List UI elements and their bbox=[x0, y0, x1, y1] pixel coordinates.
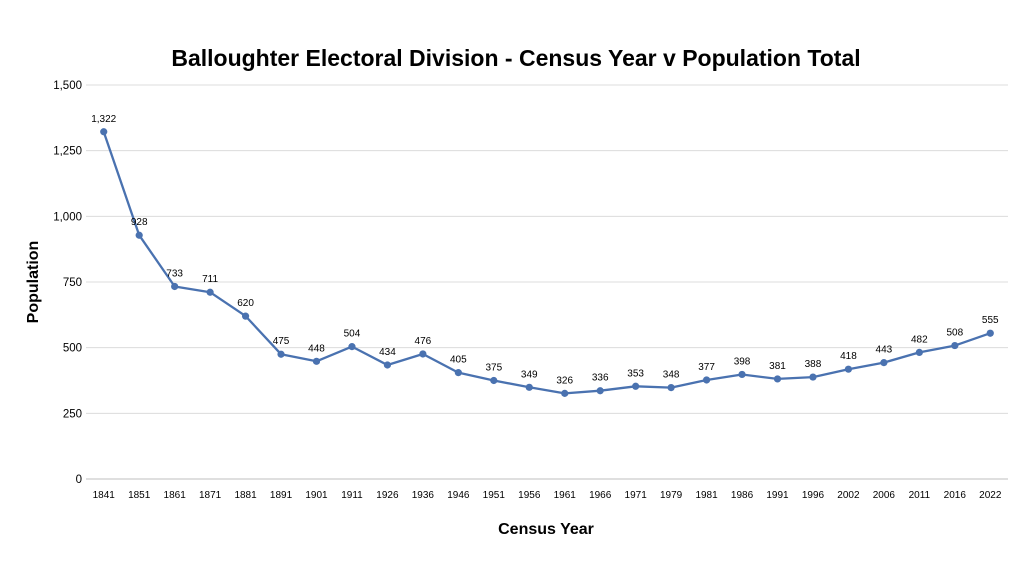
data-point bbox=[419, 350, 427, 358]
data-point bbox=[632, 382, 640, 390]
x-tick-label: 1871 bbox=[199, 490, 222, 501]
chart-title: Balloughter Electoral Division - Census … bbox=[171, 45, 860, 71]
data-label: 326 bbox=[556, 375, 573, 386]
data-point bbox=[383, 361, 392, 369]
data-point bbox=[171, 282, 179, 291]
data-point bbox=[206, 288, 214, 296]
y-axis-ticks: 0 250 500 750 1,000 1,250 1,500 bbox=[53, 80, 82, 486]
data-point bbox=[241, 312, 250, 320]
data-point bbox=[525, 383, 533, 391]
data-point bbox=[986, 329, 994, 337]
data-label: 711 bbox=[202, 274, 218, 285]
x-tick-label: 1891 bbox=[270, 490, 293, 501]
data-label: 375 bbox=[485, 363, 502, 374]
data-point bbox=[135, 231, 143, 239]
data-point bbox=[667, 383, 675, 392]
data-point bbox=[454, 369, 462, 377]
x-tick-label: 2011 bbox=[909, 490, 931, 501]
y-tick-label: 1,250 bbox=[53, 146, 82, 158]
data-label: 377 bbox=[698, 362, 715, 373]
x-tick-label: 1966 bbox=[589, 490, 612, 501]
data-labels: 1,322 928 733 711 620 475 448 504 434 476 405 375 34… bbox=[91, 114, 999, 387]
data-label: 448 bbox=[308, 343, 325, 354]
data-label: 476 bbox=[415, 336, 432, 347]
data-label: 348 bbox=[663, 370, 680, 381]
data-label: 418 bbox=[840, 351, 857, 362]
x-tick-label: 1946 bbox=[447, 490, 470, 501]
x-tick-label: 1841 bbox=[93, 490, 116, 501]
data-label: 620 bbox=[237, 298, 254, 309]
x-tick-label: 1851 bbox=[128, 490, 151, 501]
data-label: 504 bbox=[344, 329, 361, 340]
data-point bbox=[844, 365, 853, 373]
x-tick-label: 2016 bbox=[944, 490, 967, 501]
x-tick-label: 2022 bbox=[979, 490, 1002, 501]
x-tick-label: 1951 bbox=[483, 490, 506, 501]
x-tick-label: 1926 bbox=[376, 490, 399, 501]
x-tick-label: 1986 bbox=[731, 490, 754, 501]
data-point bbox=[490, 376, 498, 385]
data-label: 1,322 bbox=[91, 114, 116, 125]
x-tick-label: 1881 bbox=[234, 490, 257, 501]
data-label: 353 bbox=[627, 368, 644, 379]
x-tick-label: 1996 bbox=[802, 490, 825, 501]
x-tick-label: 2006 bbox=[873, 490, 896, 501]
data-point bbox=[880, 359, 888, 367]
x-tick-label: 1979 bbox=[660, 490, 683, 501]
y-axis-title: Population bbox=[25, 241, 42, 324]
data-label: 398 bbox=[734, 356, 751, 367]
y-tick-label: 1,500 bbox=[53, 80, 82, 92]
gridlines bbox=[86, 84, 1008, 414]
data-label: 388 bbox=[805, 359, 822, 370]
y-tick-label: 1,000 bbox=[53, 211, 82, 223]
data-point bbox=[348, 343, 356, 351]
data-point bbox=[738, 370, 746, 379]
x-tick-label: 1961 bbox=[554, 490, 577, 501]
data-label: 434 bbox=[379, 347, 396, 358]
x-axis-ticks: 1841 1851 1861 1871 1881 1891 1901 1911 1926 1936… bbox=[93, 490, 1002, 501]
y-tick-label: 500 bbox=[63, 343, 82, 355]
x-tick-label: 1911 bbox=[341, 490, 363, 501]
x-tick-label: 1981 bbox=[695, 490, 718, 501]
x-tick-label: 1936 bbox=[412, 490, 435, 501]
data-point bbox=[561, 389, 569, 397]
x-tick-label: 1971 bbox=[625, 490, 648, 501]
data-point bbox=[100, 128, 108, 136]
x-tick-label: 1901 bbox=[305, 490, 328, 501]
data-point bbox=[277, 350, 285, 358]
x-axis-title: Census Year bbox=[498, 521, 594, 538]
data-label: 555 bbox=[982, 315, 999, 326]
data-label: 508 bbox=[946, 328, 963, 339]
x-tick-label: 1956 bbox=[518, 490, 541, 501]
y-tick-label: 750 bbox=[63, 277, 82, 289]
data-point bbox=[773, 375, 782, 383]
data-label: 349 bbox=[521, 369, 538, 380]
x-tick-label: 2002 bbox=[837, 490, 860, 501]
data-label: 475 bbox=[273, 336, 290, 347]
y-tick-label: 250 bbox=[63, 408, 82, 420]
data-label: 381 bbox=[769, 361, 786, 372]
data-points bbox=[100, 128, 994, 397]
data-point bbox=[915, 348, 923, 356]
data-label: 405 bbox=[450, 355, 467, 366]
x-tick-label: 1991 bbox=[766, 490, 789, 501]
data-label: 482 bbox=[911, 334, 928, 345]
data-point bbox=[809, 373, 817, 381]
data-point bbox=[596, 387, 604, 395]
data-point bbox=[312, 357, 321, 365]
y-tick-label: 0 bbox=[76, 474, 82, 486]
data-label: 443 bbox=[876, 345, 893, 356]
series-line bbox=[102, 131, 991, 395]
data-point bbox=[951, 341, 959, 350]
data-label: 928 bbox=[131, 217, 148, 228]
data-label: 733 bbox=[166, 268, 183, 279]
x-tick-label: 1861 bbox=[164, 490, 187, 501]
data-label: 336 bbox=[592, 373, 609, 384]
data-point bbox=[702, 376, 711, 384]
